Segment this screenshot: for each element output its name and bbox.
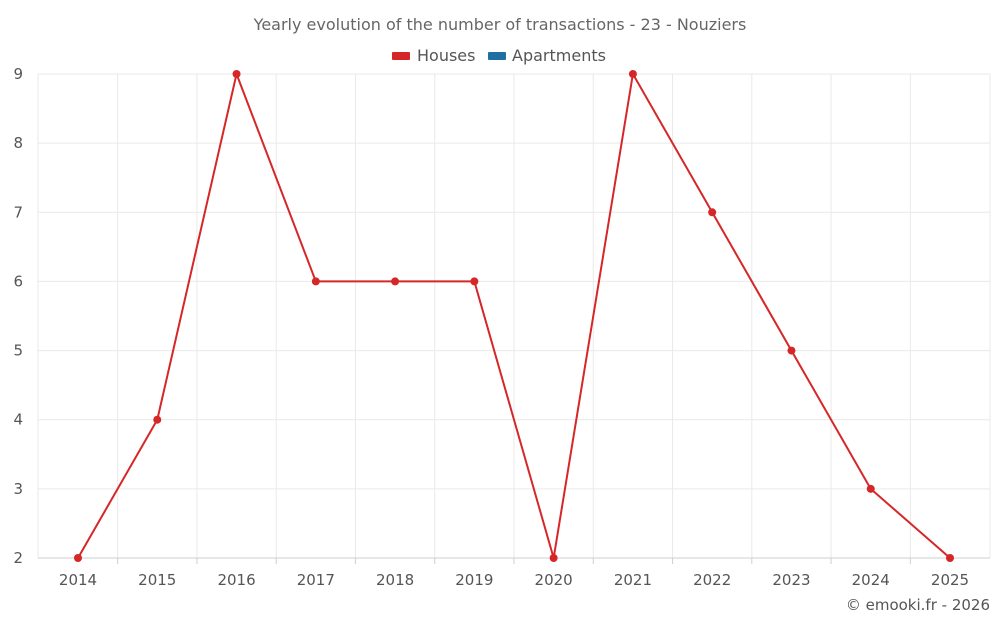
y-axis: 2 3 4 5 6 7 8 9 xyxy=(13,65,23,567)
chart-title: Yearly evolution of the number of transa… xyxy=(253,15,747,34)
legend-item-apartments[interactable]: Apartments xyxy=(488,46,606,65)
legend-item-houses[interactable]: Houses xyxy=(392,46,475,65)
y-tick-label: 5 xyxy=(13,342,23,360)
x-tick-label: 2018 xyxy=(376,571,414,589)
data-point-houses[interactable] xyxy=(549,554,558,562)
y-tick-label: 8 xyxy=(13,134,23,152)
data-point-houses[interactable] xyxy=(470,277,479,286)
data-point-houses[interactable] xyxy=(311,277,320,286)
y-tick-label: 6 xyxy=(13,272,23,290)
data-point-houses[interactable] xyxy=(946,554,954,562)
x-tick-label: 2014 xyxy=(59,571,97,589)
grid xyxy=(37,73,991,559)
series-line-houses xyxy=(77,73,951,559)
legend-swatch-houses xyxy=(392,52,410,60)
y-tick-label: 2 xyxy=(13,549,23,567)
data-point-houses[interactable] xyxy=(391,277,400,286)
x-tick-label: 2023 xyxy=(772,571,810,589)
x-axis: 2014 2015 2016 2017 2018 2019 2020 2021 2022 2023… xyxy=(59,558,969,589)
data-point-houses[interactable] xyxy=(628,70,637,78)
y-tick-label: 4 xyxy=(13,411,23,429)
x-tick-label: 2024 xyxy=(852,571,890,589)
y-tick-label: 3 xyxy=(13,480,23,498)
legend-label-apartments: Apartments xyxy=(512,46,606,65)
data-point-houses[interactable] xyxy=(232,70,241,78)
data-point-houses[interactable] xyxy=(74,554,82,562)
y-tick-label: 9 xyxy=(13,65,23,83)
data-point-houses[interactable] xyxy=(787,346,796,355)
credit-text: © emooki.fr - 2026 xyxy=(846,596,990,614)
x-tick-label: 2020 xyxy=(535,571,573,589)
y-tick-label: 7 xyxy=(13,203,23,221)
x-tick-label: 2016 xyxy=(217,571,255,589)
data-point-houses[interactable] xyxy=(866,484,875,493)
legend-label-houses: Houses xyxy=(417,46,475,65)
legend-swatch-apartments xyxy=(488,52,506,60)
x-tick-label: 2022 xyxy=(693,571,731,589)
data-point-houses[interactable] xyxy=(708,208,717,217)
x-tick-label: 2015 xyxy=(138,571,176,589)
plot-area xyxy=(74,70,954,562)
data-point-houses[interactable] xyxy=(153,415,162,424)
x-tick-label: 2017 xyxy=(297,571,335,589)
legend: Houses Apartments xyxy=(392,46,606,65)
x-tick-label: 2025 xyxy=(931,571,969,589)
x-tick-label: 2019 xyxy=(455,571,493,589)
x-tick-label: 2021 xyxy=(614,571,652,589)
